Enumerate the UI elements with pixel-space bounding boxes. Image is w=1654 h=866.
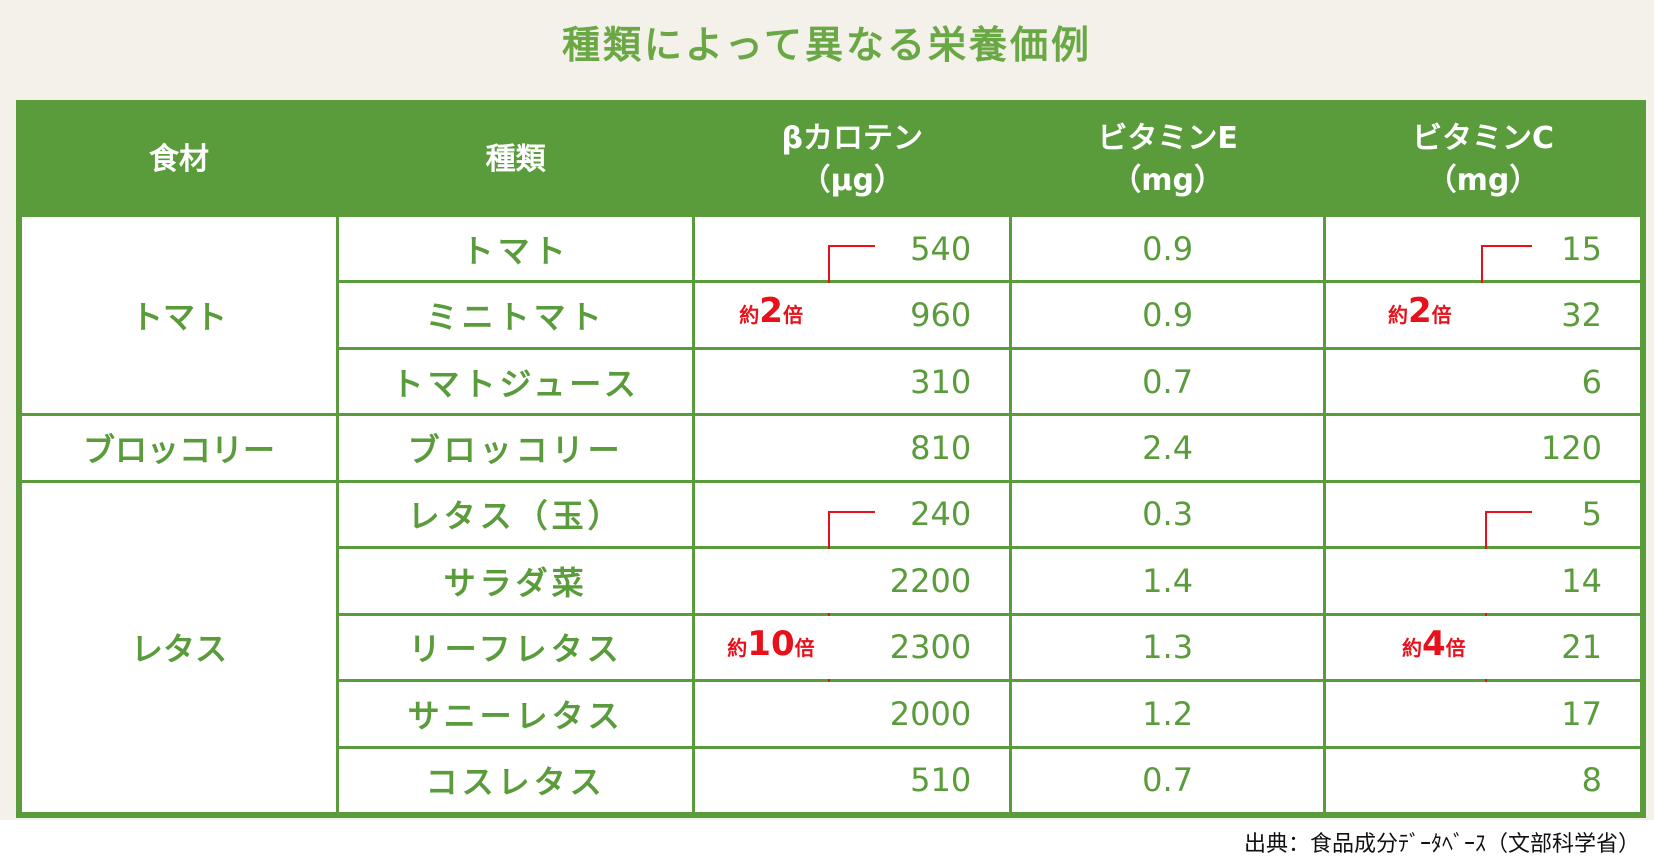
carotene-cell: 240 <box>695 482 1010 703</box>
vitamin-c-cell: 8 <box>1326 748 1640 812</box>
nutrition-table: 食材 種類 βカロテン （μg） ビタミンE （mg） ビタミンC （mg） トマト … <box>19 103 1643 815</box>
carotene-unit: （μg） <box>800 163 905 198</box>
vitamin-c-cell: 5 <box>1326 482 1640 703</box>
header-vitamin-c: ビタミンC （mg） <box>1326 106 1640 214</box>
carotene-cell: 310 <box>695 349 1010 414</box>
carotene-cell: 540 <box>695 217 1010 315</box>
tomato-carotene-ratio: 約2倍 <box>739 291 803 332</box>
kind-cell: リーフレタス <box>338 615 693 680</box>
carotene-cell: 510 <box>695 748 1010 812</box>
kind-cell: ブロッコリー <box>338 416 693 480</box>
vitamin-e-cell: 1.2 <box>1012 682 1323 746</box>
header-carotene: βカロテン （μg） <box>695 106 1010 214</box>
vitamin-e-cell: 0.3 <box>1012 482 1323 547</box>
table-row: ミニトマト 約2倍 960 0.9 約2倍 32 <box>22 283 1640 347</box>
table-row: レタス レタス（玉） 240 0.3 <box>22 482 1640 812</box>
vitamin-c-cell: 15 <box>1326 217 1640 315</box>
carotene-cell: 約2倍 960 <box>695 283 1010 347</box>
carotene-cell: 2000 <box>695 682 1010 746</box>
vitamin-e-cell: 0.9 <box>1012 217 1323 281</box>
group-cell-lettuce: レタス <box>22 482 336 812</box>
vitamin-c-cell: 約4倍 21 <box>1326 615 1640 680</box>
kind-cell: トマト <box>338 217 693 281</box>
vitamin-e-cell: 1.4 <box>1012 549 1323 613</box>
vitamin-e-cell: 2.4 <box>1012 416 1323 480</box>
vitamin-c-cell: 14 <box>1326 549 1640 613</box>
table-row: トマトジュース 310 0.7 6 <box>22 349 1640 414</box>
vitamin-c-cell: 120 <box>1326 416 1640 480</box>
carotene-cell: 約10倍 2300 <box>695 615 1010 680</box>
nutrition-table-frame: 食材 種類 βカロテン （μg） ビタミンE （mg） ビタミンC （mg） トマト … <box>16 100 1646 818</box>
vitamin-e-cell: 0.7 <box>1012 748 1323 812</box>
vitamin-c-cell: 6 <box>1326 349 1640 414</box>
table-row: コスレタス 510 0.7 8 <box>22 748 1640 812</box>
table-row: サラダ菜 2200 1.4 14 <box>22 549 1640 613</box>
header-kind: 種類 <box>338 106 693 214</box>
vitamin-e-cell: 0.7 <box>1012 349 1323 414</box>
content-panel: 種類によって異なる栄養価例 食材 種類 βカロテン （μg） ビタミンE （mg） … <box>0 0 1654 820</box>
kind-cell: コスレタス <box>338 748 693 812</box>
kind-cell: トマトジュース <box>338 349 693 414</box>
lettuce-carotene-ratio: 約10倍 <box>727 623 815 664</box>
kind-cell: レタス（玉） <box>338 482 693 547</box>
vitamin-c-cell: 17 <box>1326 682 1640 746</box>
header-vitamin-e: ビタミンE （mg） <box>1012 106 1323 214</box>
vitamin-e-cell: 1.3 <box>1012 615 1323 680</box>
kind-cell: サニーレタス <box>338 682 693 746</box>
vitamin-e-unit: （mg） <box>1111 163 1224 198</box>
source-note: 出典：食品成分ﾃﾞｰﾀﾍﾞｰｽ（文部科学省） <box>1243 832 1640 857</box>
table-row: リーフレタス 約10倍 2300 1.3 約4倍 21 <box>22 615 1640 680</box>
group-cell-tomato: トマト <box>22 217 336 414</box>
table-row: ブロッコリー ブロッコリー 810 2.4 120 <box>22 416 1640 480</box>
carotene-cell: 810 <box>695 416 1010 480</box>
kind-cell: ミニトマト <box>338 283 693 347</box>
table-row: トマト トマト 540 0.9 <box>22 217 1640 414</box>
kind-cell: サラダ菜 <box>338 549 693 613</box>
carotene-cell: 2200 <box>695 549 1010 613</box>
vitamin-e-cell: 0.9 <box>1012 283 1323 347</box>
table-row: サニーレタス 2000 1.2 17 <box>22 682 1640 746</box>
vitamin-c-cell: 約2倍 32 <box>1326 283 1640 347</box>
vitamin-c-unit: （mg） <box>1426 163 1540 198</box>
lettuce-vitc-ratio: 約4倍 <box>1402 623 1466 664</box>
page-title: 種類によって異なる栄養価例 <box>562 23 1092 67</box>
header-row: 食材 種類 βカロテン （μg） ビタミンE （mg） ビタミンC （mg） <box>22 106 1640 214</box>
group-cell-broccoli: ブロッコリー <box>22 416 336 480</box>
header-food: 食材 <box>22 106 336 214</box>
tomato-vitc-ratio: 約2倍 <box>1388 291 1452 332</box>
